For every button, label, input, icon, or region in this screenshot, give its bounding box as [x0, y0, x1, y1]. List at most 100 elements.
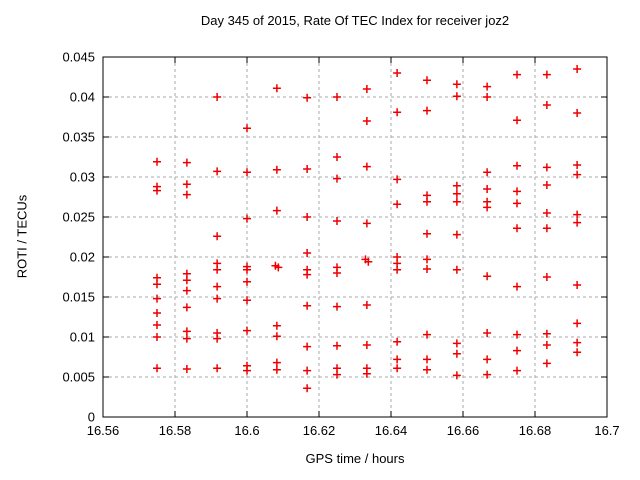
data-point-marker [153, 333, 161, 341]
data-point-marker [362, 369, 371, 378]
data-point-marker [573, 338, 582, 347]
data-point-marker [513, 346, 521, 355]
data-point-marker [182, 190, 191, 199]
data-point-marker [213, 265, 222, 274]
data-point-marker [153, 157, 161, 166]
data-point-marker [393, 69, 402, 77]
data-point-marker [303, 342, 312, 351]
data-point-marker [542, 329, 551, 338]
x-tick-label: 16.66 [447, 423, 480, 438]
y-tick-label: 0.005 [62, 370, 95, 385]
data-point-marker [333, 93, 341, 101]
data-point-marker [573, 348, 582, 357]
data-point-marker [393, 364, 402, 373]
data-point-marker [573, 319, 582, 328]
data-point-marker [243, 265, 251, 274]
data-point-marker [213, 93, 222, 101]
data-point-marker [513, 282, 521, 291]
data-point-marker [483, 203, 492, 212]
data-point-marker [243, 124, 251, 133]
data-point-marker [452, 339, 461, 348]
x-tick-label: 16.58 [159, 423, 192, 438]
data-point-marker [573, 65, 582, 73]
plot-border [102, 56, 608, 418]
data-point-marker [153, 280, 161, 289]
y-tick-label: 0.03 [70, 170, 95, 185]
data-point-marker [393, 337, 402, 346]
y-tick-label: 0.02 [70, 250, 95, 265]
data-point-marker [182, 365, 191, 373]
data-point-marker [333, 153, 341, 161]
data-point-marker [542, 181, 551, 189]
data-point-marker [243, 366, 251, 375]
x-tick-label: 16.7 [594, 423, 619, 438]
data-point-marker [182, 180, 191, 189]
data-point-marker [243, 214, 251, 223]
data-point-marker [362, 301, 371, 309]
x-tick-label: 16.56 [87, 423, 120, 438]
data-point-marker [153, 364, 161, 373]
y-tick-label: 0.01 [70, 330, 95, 345]
x-tick-label: 16.68 [519, 423, 552, 438]
data-point-marker [213, 282, 222, 291]
data-point-marker [573, 170, 582, 179]
data-point-marker [483, 93, 492, 101]
data-point-marker [542, 209, 551, 217]
data-point-marker [483, 168, 492, 177]
data-point-marker [423, 355, 431, 364]
data-point-marker [333, 217, 341, 225]
data-point-marker [542, 341, 551, 349]
data-point-marker [362, 219, 371, 228]
data-point-marker [272, 365, 281, 374]
data-point-marker [483, 185, 492, 193]
data-point-marker [423, 330, 431, 339]
data-point-marker [393, 265, 402, 274]
data-point-marker [272, 321, 281, 330]
y-tick-label: 0.045 [62, 50, 95, 65]
data-point-marker [423, 76, 431, 85]
data-point-marker [182, 158, 191, 167]
x-tick-label: 16.64 [375, 423, 408, 438]
data-point-marker [182, 276, 191, 285]
data-point-marker [423, 106, 431, 115]
data-point-marker [243, 168, 251, 177]
data-point-marker [393, 175, 402, 184]
data-point-marker [513, 366, 521, 375]
data-point-marker [303, 165, 312, 173]
data-point-marker [303, 249, 312, 257]
data-point-marker [513, 116, 521, 125]
data-point-marker [513, 70, 521, 79]
data-point-marker [153, 186, 161, 195]
data-point-marker [333, 341, 341, 350]
data-point-marker [362, 341, 371, 349]
data-point-marker [303, 384, 312, 393]
data-point-marker [513, 224, 521, 233]
data-point-marker [272, 84, 281, 93]
data-point-marker [213, 232, 222, 241]
data-point-marker [452, 230, 461, 239]
y-tick-label: 0.015 [62, 290, 95, 305]
data-point-marker [303, 213, 312, 221]
data-point-marker [243, 277, 251, 286]
data-point-marker [423, 255, 431, 264]
x-axis-label: GPS time / hours [305, 451, 405, 466]
data-point-marker [483, 370, 492, 379]
data-point-marker [153, 294, 161, 303]
data-point-marker [542, 273, 551, 281]
data-point-marker [182, 303, 191, 312]
data-point-marker [573, 161, 582, 169]
data-point-marker [303, 270, 312, 279]
data-point-marker [573, 281, 582, 289]
data-point-marker [182, 286, 191, 295]
x-tick-label: 16.6 [234, 423, 259, 438]
data-point-marker [213, 334, 222, 343]
data-point-marker [513, 187, 521, 196]
data-point-marker [213, 294, 222, 303]
data-point-marker [274, 263, 283, 272]
data-point-marker [213, 364, 222, 373]
data-point-marker [303, 366, 312, 375]
data-point-marker [513, 330, 521, 339]
x-tick-label: 16.62 [303, 423, 336, 438]
data-point-marker [483, 329, 492, 337]
data-point-marker [452, 181, 461, 190]
